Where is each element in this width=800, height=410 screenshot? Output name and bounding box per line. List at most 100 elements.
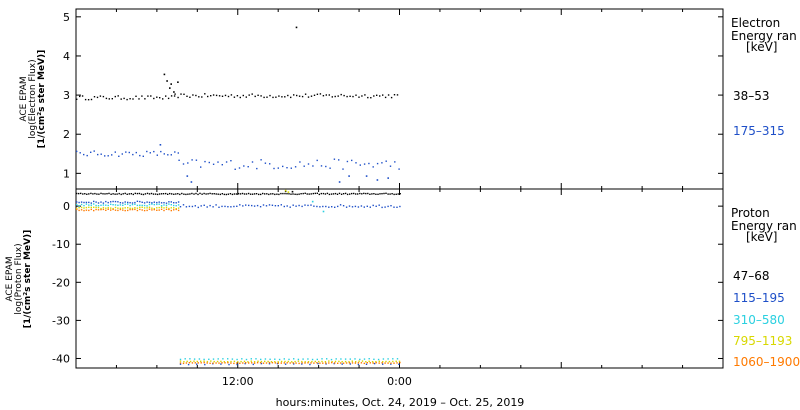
data-point [248,362,250,364]
data-point [102,204,105,206]
data-point [396,362,398,364]
data-point [102,208,105,211]
data-point [195,192,197,195]
proton-legend-310-580: 310–580 [733,313,785,327]
data-point [231,358,234,360]
data-point [387,177,389,179]
data-point [218,362,220,364]
data-point [240,360,242,363]
data-point [325,94,327,96]
data-point [274,358,276,360]
data-point [138,192,141,195]
data-point [298,193,300,195]
data-point [324,361,327,363]
data-point [361,95,363,97]
data-point [156,203,158,206]
data-point [301,95,304,98]
data-point [292,362,294,364]
data-point [349,363,351,365]
data-point [200,360,202,362]
data-point [182,362,185,365]
data-point [375,361,377,363]
data-point [179,358,182,361]
data-point [268,363,271,365]
data-point [273,167,275,170]
data-point [308,193,310,195]
data-point [210,360,212,362]
data-point [149,152,151,154]
data-point [129,207,131,209]
data-point [351,159,353,162]
data-point [392,360,394,363]
data-point [148,208,151,210]
data-point [256,362,259,364]
data-point [162,193,165,195]
data-point [384,362,386,364]
data-point [193,193,195,195]
data-point [326,192,329,195]
data-point [107,201,109,204]
data-point [316,362,318,364]
data-point [131,207,134,210]
data-point [179,206,182,208]
data-point [396,94,399,96]
data-point [170,204,172,206]
data-point [264,358,267,360]
electron-ylabel-line-3: [1/(cm²s ster MeV)] [37,50,47,149]
data-point [114,204,117,206]
data-point [218,206,220,208]
data-point [110,193,112,195]
data-point [223,193,225,196]
data-point [80,201,83,203]
data-point [372,204,374,207]
data-point [175,208,177,211]
data-point [284,192,286,195]
data-point [177,81,179,83]
data-point [345,362,348,364]
data-point [146,207,148,209]
data-point [355,94,357,96]
data-point [177,204,180,206]
data-point [341,363,343,365]
data-point [165,204,168,206]
data-point [88,201,90,204]
data-point [165,206,168,208]
data-point [221,205,223,208]
electron-legend-175-315: 175–315 [733,124,785,138]
data-point [189,96,191,98]
data-point [118,155,120,157]
data-point [317,362,319,365]
data-point [122,193,124,195]
data-point [152,193,155,195]
data-point [147,95,149,97]
data-point [88,193,90,195]
data-point [112,193,114,195]
data-point [124,203,126,205]
data-point [298,362,300,365]
data-point [397,193,399,195]
data-point [139,204,141,206]
data-point [280,362,282,364]
data-point [108,192,110,195]
data-point [117,204,119,206]
data-point [142,155,144,157]
data-point [108,98,110,100]
data-point [262,204,265,206]
data-point [387,358,389,360]
data-point [395,193,397,195]
data-point [139,154,141,157]
data-point [307,204,309,207]
proton-series-points [76,189,401,366]
data-point [222,358,224,360]
data-point [318,360,320,363]
data-point [277,205,279,207]
data-point [224,362,226,364]
data-point [94,192,96,195]
data-point [90,192,92,195]
data-point [319,362,321,364]
data-point [265,362,268,364]
data-point [349,358,351,360]
data-point [267,360,269,363]
data-point [168,201,170,203]
